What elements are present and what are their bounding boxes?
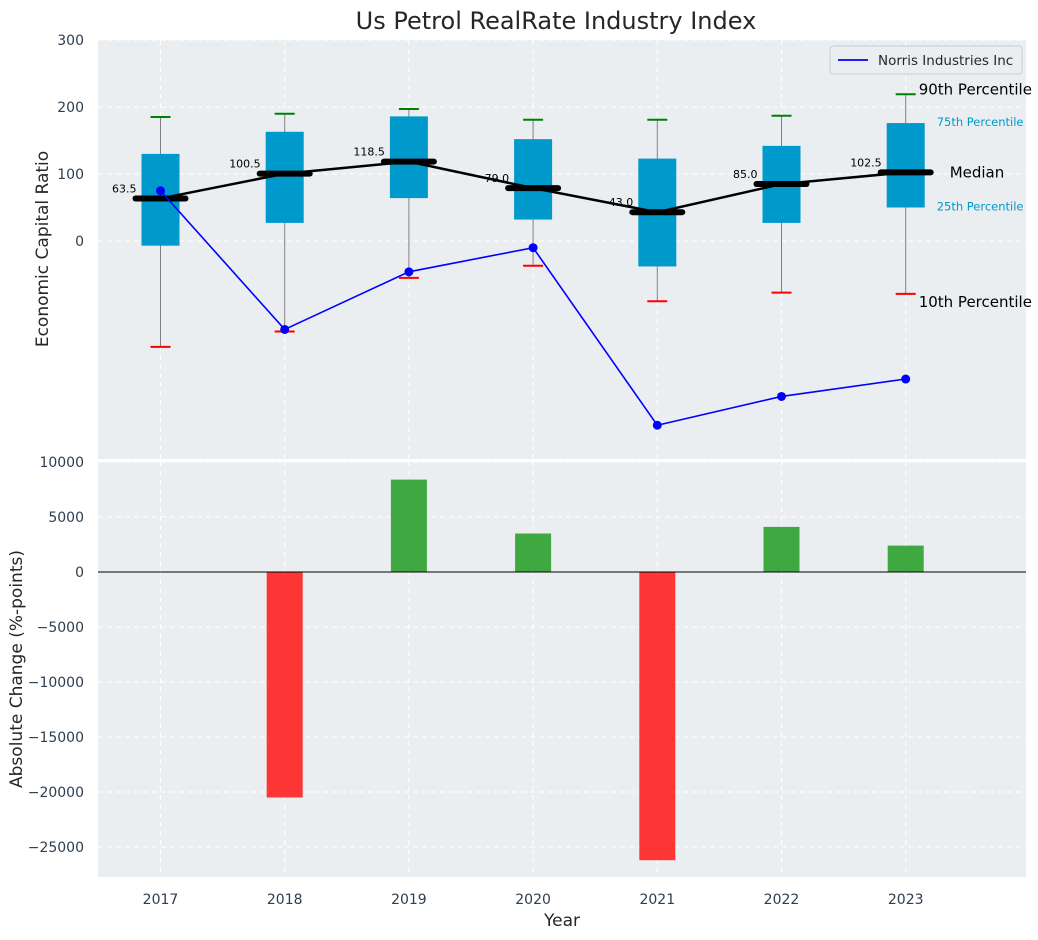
- x-ticks: 2017 2018 2019 2020 2021 2022 2023: [143, 892, 924, 908]
- bottom-y-tick-label: −5000: [37, 620, 84, 636]
- x-tick-label: 2021: [639, 892, 675, 908]
- bottom-y-axis-label: Absolute Change (%-points): [7, 550, 27, 788]
- negative-change-bar: [639, 572, 676, 861]
- company-point: [777, 391, 786, 401]
- top-y-tick-label: 0: [75, 234, 84, 250]
- iqr-box: [514, 139, 553, 220]
- bottom-y-tick-label: −20000: [28, 785, 84, 801]
- negative-change-bar: [266, 572, 303, 798]
- company-point: [652, 420, 662, 430]
- iqr-box: [389, 116, 428, 199]
- annotation-p90: 90th Percentile: [919, 80, 1032, 98]
- x-tick-label: 2019: [391, 892, 427, 908]
- median-value-label: 63.5: [112, 182, 137, 195]
- annotation-p75: 75th Percentile: [937, 115, 1024, 129]
- positive-change-bar: [515, 533, 552, 572]
- top-y-tick-label: 300: [57, 33, 84, 49]
- chart-title: Us Petrol RealRate Industry Index: [356, 7, 757, 35]
- box-plot-group: 63.5 100.5 118.5 79.0 43.0 85.0 102.5: [112, 93, 934, 348]
- median-value-label: 79.0: [485, 172, 510, 185]
- bottom-y-tick-label: 10000: [39, 455, 84, 471]
- annotation-median: Median: [950, 163, 1005, 181]
- positive-change-bar: [887, 545, 924, 572]
- percentile-annotations: 90th Percentile 75th Percentile Median 25th…: [919, 80, 1032, 311]
- legend-box: [829, 45, 1023, 75]
- legend-company-label: Norris Industries Inc: [878, 53, 1013, 69]
- x-tick-label: 2020: [515, 892, 551, 908]
- median-value-label: 118.5: [353, 146, 385, 159]
- bottom-panel-background: [98, 462, 1026, 877]
- annotation-p25: 25th Percentile: [937, 200, 1024, 214]
- legend: Norris Industries Inc: [829, 45, 1023, 75]
- median-value-label: 102.5: [850, 156, 882, 169]
- company-point: [404, 267, 414, 277]
- company-point: [156, 186, 165, 196]
- company-point: [901, 374, 911, 384]
- top-y-ticks: 0 100 200 300: [57, 33, 84, 250]
- median-value-label: 85.0: [733, 168, 758, 181]
- median-value-label: 43.0: [609, 196, 634, 209]
- x-tick-label: 2017: [143, 892, 179, 908]
- top-y-tick-label: 200: [57, 100, 84, 116]
- top-panel-background: [98, 40, 1026, 459]
- median-value-label: 100.5: [229, 158, 261, 171]
- bottom-y-tick-label: −25000: [28, 840, 84, 856]
- company-point: [528, 243, 538, 253]
- top-y-tick-label: 100: [57, 167, 84, 183]
- bottom-y-tick-label: 5000: [48, 510, 84, 526]
- bottom-y-tick-label: −10000: [28, 675, 84, 691]
- company-line-group: [156, 186, 911, 430]
- x-axis-label: Year: [543, 911, 580, 931]
- company-point: [280, 324, 290, 334]
- iqr-box: [886, 123, 925, 208]
- x-tick-label: 2018: [267, 892, 303, 908]
- annotation-p10: 10th Percentile: [919, 293, 1032, 311]
- positive-change-bar: [390, 479, 427, 572]
- x-tick-label: 2022: [764, 892, 800, 908]
- top-y-axis-label: Economic Capital Ratio: [33, 151, 53, 347]
- bottom-y-tick-label: −15000: [28, 730, 84, 746]
- positive-change-bar: [763, 526, 800, 572]
- bottom-y-ticks: 10000 5000 0 −5000 −10000 −15000 −20000 −25000: [28, 455, 84, 856]
- x-tick-label: 2023: [888, 892, 924, 908]
- bottom-y-tick-label: 0: [75, 565, 84, 581]
- change-bar-group: [266, 479, 924, 861]
